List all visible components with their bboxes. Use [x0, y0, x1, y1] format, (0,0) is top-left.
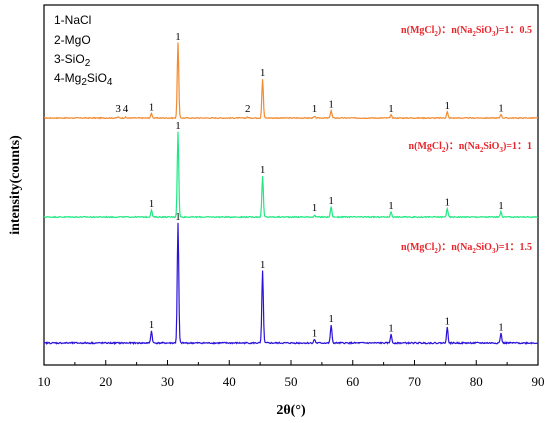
peak-label: 1 [444, 315, 450, 327]
x-tick-label: 70 [408, 374, 421, 389]
legend-item-3: 3-SiO2 [54, 52, 91, 69]
condition-label-0.5: n(MgCl2)：n(Na2SiO3)=1：0.5 [401, 25, 532, 38]
x-tick-label: 90 [532, 374, 545, 389]
peak-label: 1 [260, 67, 266, 79]
legend: 1-NaCl 2-MgO 3-SiO2 4-Mg2SiO4 [54, 13, 113, 88]
x-tick-label: 60 [346, 374, 359, 389]
x-tick-label: 20 [99, 374, 112, 389]
peak-label: 1 [498, 200, 504, 212]
peak-label: 1 [312, 327, 318, 339]
peak-label: 1 [328, 313, 334, 325]
peak-label: 1 [444, 197, 450, 209]
condition-label-1: n(MgCl2)：n(Na2SiO3)=1：1 [409, 141, 532, 154]
peak-label: 4 [123, 103, 129, 115]
legend-item-2: 2-MgO [54, 33, 91, 47]
peak-label: 1 [312, 103, 318, 115]
peak-label: 1 [149, 102, 155, 114]
peak-label: 3 [115, 103, 121, 115]
peak-label: 1 [312, 202, 318, 214]
peak-label: 1 [149, 319, 155, 331]
peak-label: 1 [498, 321, 504, 333]
peak-label: 1 [388, 103, 394, 115]
peak-label: 1 [328, 99, 334, 111]
legend-item-1: 1-NaCl [54, 13, 91, 27]
condition-label-1.5: n(MgCl2)：n(Na2SiO3)=1：1.5 [401, 242, 532, 255]
peak-label: 1 [149, 198, 155, 210]
y-axis-title: intensity(counts) [8, 135, 23, 235]
x-tick-label: 10 [38, 374, 51, 389]
peak-label: 1 [328, 195, 334, 207]
x-tick-label: 80 [470, 374, 483, 389]
series-layer [43, 42, 539, 346]
peak-label: 2 [245, 103, 251, 115]
x-tick-label: 30 [161, 374, 174, 389]
condition-labels: n(MgCl2)：n(Na2SiO3)=1：0.5 n(MgCl2)：n(Na2… [401, 25, 532, 255]
peak-label: 1 [444, 100, 450, 112]
series-line-3 [43, 222, 539, 346]
peak-label: 1 [260, 259, 266, 271]
peak-label: 1 [388, 200, 394, 212]
peak-label: 1 [175, 211, 181, 223]
peak-label: 1 [175, 31, 181, 43]
peak-label: 1 [388, 323, 394, 335]
x-tick-label: 40 [223, 374, 236, 389]
series-line-1 [43, 42, 539, 120]
legend-item-4: 4-Mg2SiO4 [54, 71, 113, 88]
x-tick-label: 50 [285, 374, 298, 389]
peak-label: 1 [260, 164, 266, 176]
x-axis-title: 2θ(°) [276, 403, 306, 418]
peak-label: 1 [175, 120, 181, 132]
series-line-2 [43, 131, 539, 219]
x-axis-ticks: 10 20 30 40 50 60 70 80 90 [38, 360, 545, 389]
peak-label: 1 [498, 102, 504, 114]
plot-frame [43, 4, 539, 366]
